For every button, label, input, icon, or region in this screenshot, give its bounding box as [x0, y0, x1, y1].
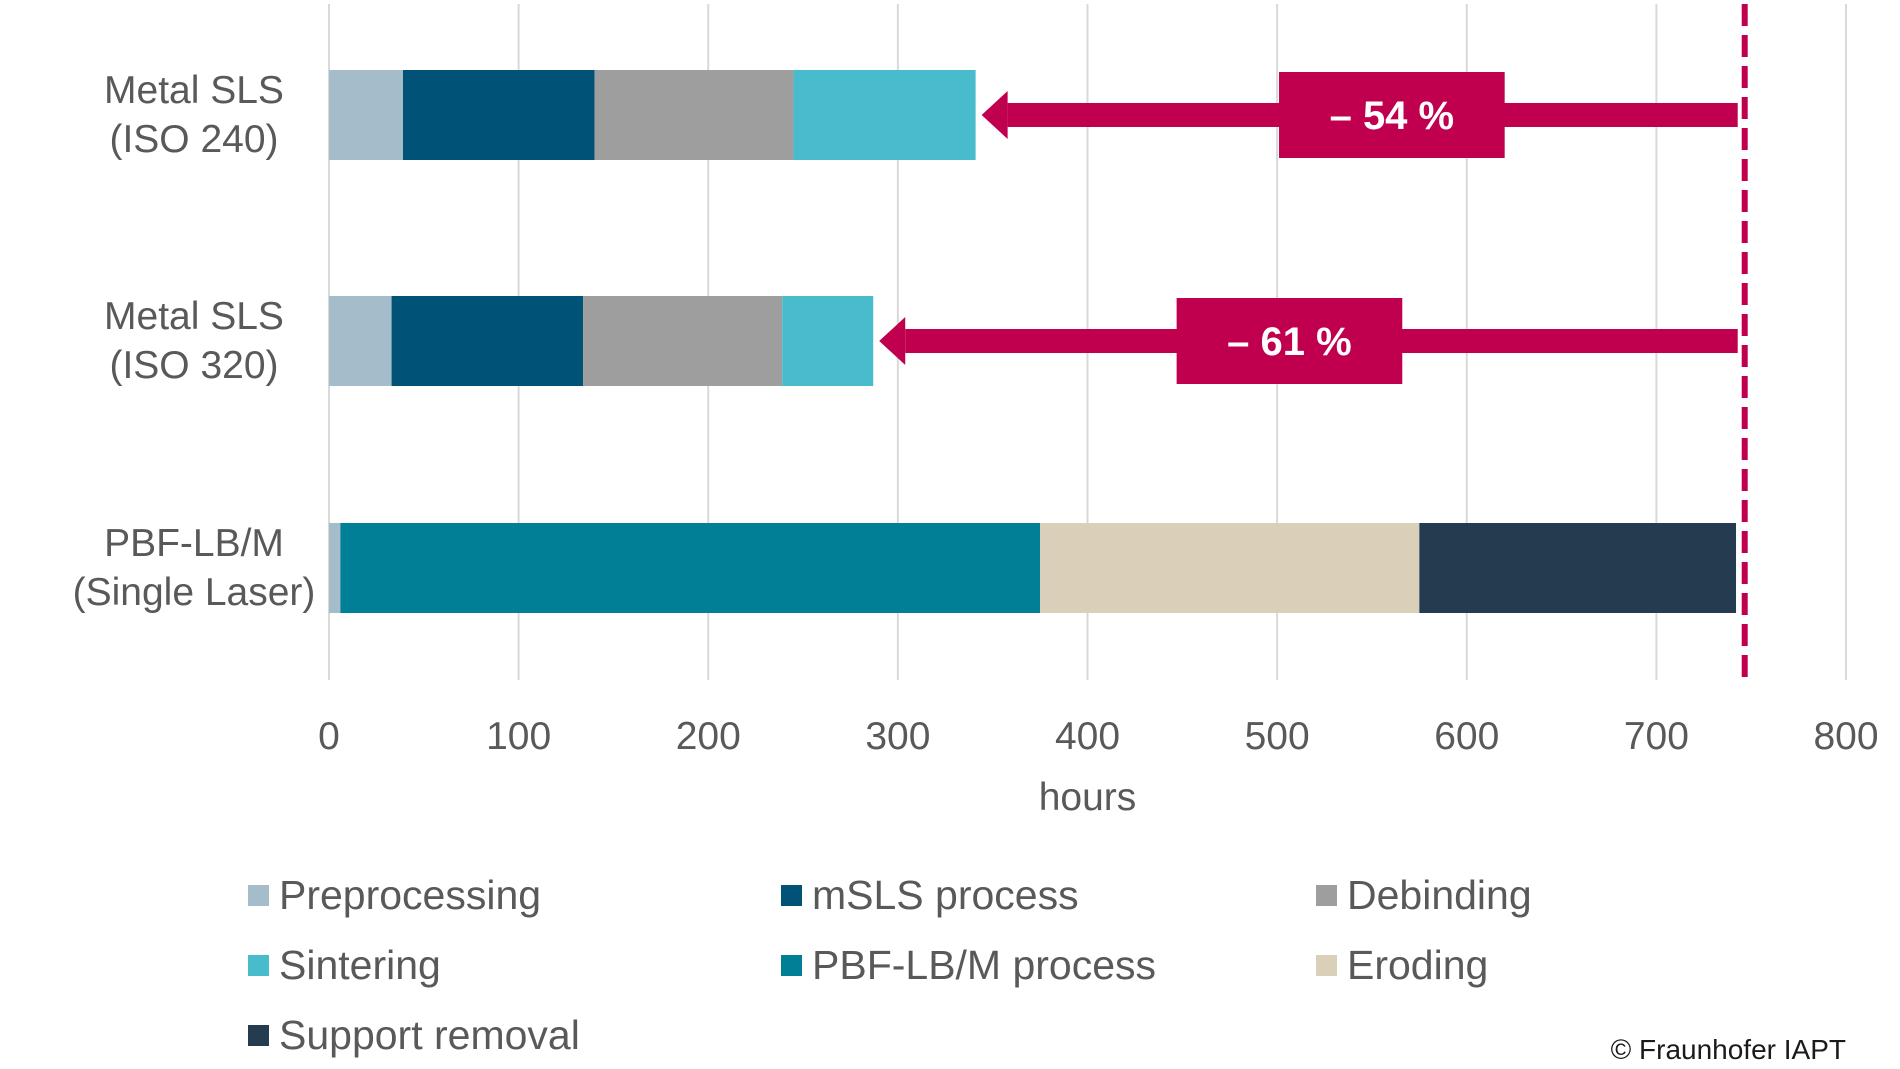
x-tick-label: 600 — [1434, 715, 1499, 758]
callout-box — [1279, 72, 1505, 158]
x-tick-label: 0 — [318, 715, 340, 758]
legend-swatch — [781, 955, 802, 976]
x-tick-label: 800 — [1813, 715, 1878, 758]
callouts: – 54 % – 61 % — [879, 72, 1738, 384]
bar-segment — [340, 523, 1041, 613]
x-tick-label: 400 — [1055, 715, 1120, 758]
legend-swatch — [248, 1025, 269, 1046]
bar-segment — [329, 523, 341, 613]
legend-label: Debinding — [1347, 872, 1532, 918]
bar-segment — [391, 296, 584, 386]
legend-label: mSLS process — [812, 872, 1079, 918]
x-tick-label: 700 — [1624, 715, 1689, 758]
callout-arrow-head — [879, 317, 906, 365]
category-label: Metal SLS (ISO 240) — [104, 69, 284, 161]
x-tick-label: 300 — [865, 715, 930, 758]
bar-segment — [1040, 523, 1420, 613]
legend-label: PBF-LB/M process — [812, 942, 1156, 988]
x-tick-label: 100 — [486, 715, 551, 758]
category-label: Metal SLS (ISO 320) — [104, 295, 284, 387]
callout-arrow-head — [981, 91, 1008, 139]
x-tick-labels: 0 100 200 300 400 500 600 700 800 — [318, 715, 1878, 758]
legend-swatch — [248, 955, 269, 976]
bar-segment — [583, 296, 783, 386]
x-tick-label: 200 — [676, 715, 741, 758]
copyright-notice: © Fraunhofer IAPT — [1611, 1034, 1846, 1065]
legend-swatch — [1316, 885, 1337, 906]
bar-segment — [782, 296, 874, 386]
bar-segment — [329, 296, 392, 386]
legend-label: Sintering — [279, 942, 441, 988]
bar-segment — [329, 70, 403, 160]
category-labels: Metal SLS (ISO 240) Metal SLS (ISO 320) PBF-… — [73, 69, 316, 614]
legend-label: Preprocessing — [279, 872, 541, 918]
legend-swatch — [248, 885, 269, 906]
x-tick-label: 500 — [1245, 715, 1310, 758]
bar-segment — [793, 70, 976, 160]
x-axis-title: hours — [1039, 776, 1137, 819]
legend-label: Support removal — [279, 1012, 580, 1058]
category-label: PBF-LB/M (Single Laser) — [73, 522, 316, 614]
callout-label: – 61 % — [1227, 320, 1352, 364]
legend-label: Eroding — [1347, 942, 1488, 988]
legend-swatch — [1316, 955, 1337, 976]
callout-box — [1176, 298, 1403, 384]
bars — [329, 70, 1737, 613]
bar-segment — [1419, 523, 1737, 613]
callout-label: – 54 % — [1330, 94, 1455, 138]
legend-swatch — [781, 885, 802, 906]
legend: Preprocessing mSLS process Debinding Sinter… — [248, 872, 1532, 1058]
bar-segment — [594, 70, 794, 160]
bar-segment — [402, 70, 595, 160]
